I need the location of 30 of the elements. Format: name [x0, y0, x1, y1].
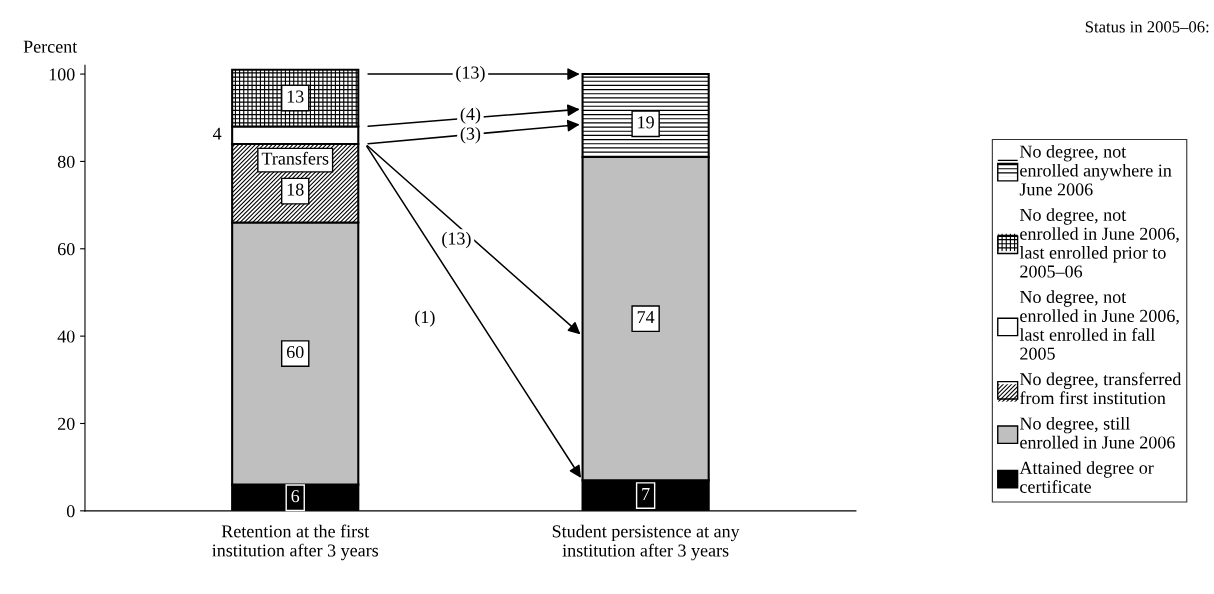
data-label: 13 [287, 90, 304, 103]
data-label: 74 [637, 311, 655, 324]
legend-label: Attained degree or certificate [1019, 461, 1154, 493]
data-label: 6 [291, 490, 300, 503]
annotation: (4) [460, 107, 481, 124]
legend-title: Status in 2005–06: [1085, 21, 1209, 33]
data-label: 7 [642, 488, 650, 500]
annotation: Transfers [261, 151, 329, 165]
annotation: (3) [460, 127, 481, 144]
data-label: 60 [286, 345, 304, 359]
data-label: 19 [638, 116, 654, 129]
y-tick-label: 100 [49, 68, 75, 81]
x-tick-label: Student persistence at any institution after 3 years [552, 524, 740, 561]
legend-label: No degree, still enrolled in June 2006 [1019, 416, 1175, 449]
legend-label: No degree, transferred from first institution [1019, 372, 1182, 405]
y-tick-label: 20 [57, 417, 75, 430]
y-tick-label: 0 [66, 505, 75, 518]
y-tick-label: 80 [57, 155, 75, 168]
y-tick-label: 60 [57, 243, 75, 256]
annotation: (13) [456, 65, 485, 83]
data-label: 18 [287, 183, 304, 196]
legend-label: No degree, not enrolled in June 2006, last enrolled prior to 2005–06 [1019, 208, 1179, 278]
y-axis-title: Percent [23, 40, 78, 53]
annotation: (13) [442, 231, 471, 249]
y-tick-label: 40 [57, 330, 75, 343]
legend-label: No degree, not enrolled in June 2006, last enrolled in fall 2005 [1019, 290, 1179, 360]
annotation: (1) [415, 310, 435, 327]
x-tick-label: Retention at the first institution after 3 years [212, 524, 379, 561]
data-label: 4 [212, 127, 222, 140]
legend-label: No degree, not enrolled anywhere in June 2006 [1019, 144, 1172, 196]
